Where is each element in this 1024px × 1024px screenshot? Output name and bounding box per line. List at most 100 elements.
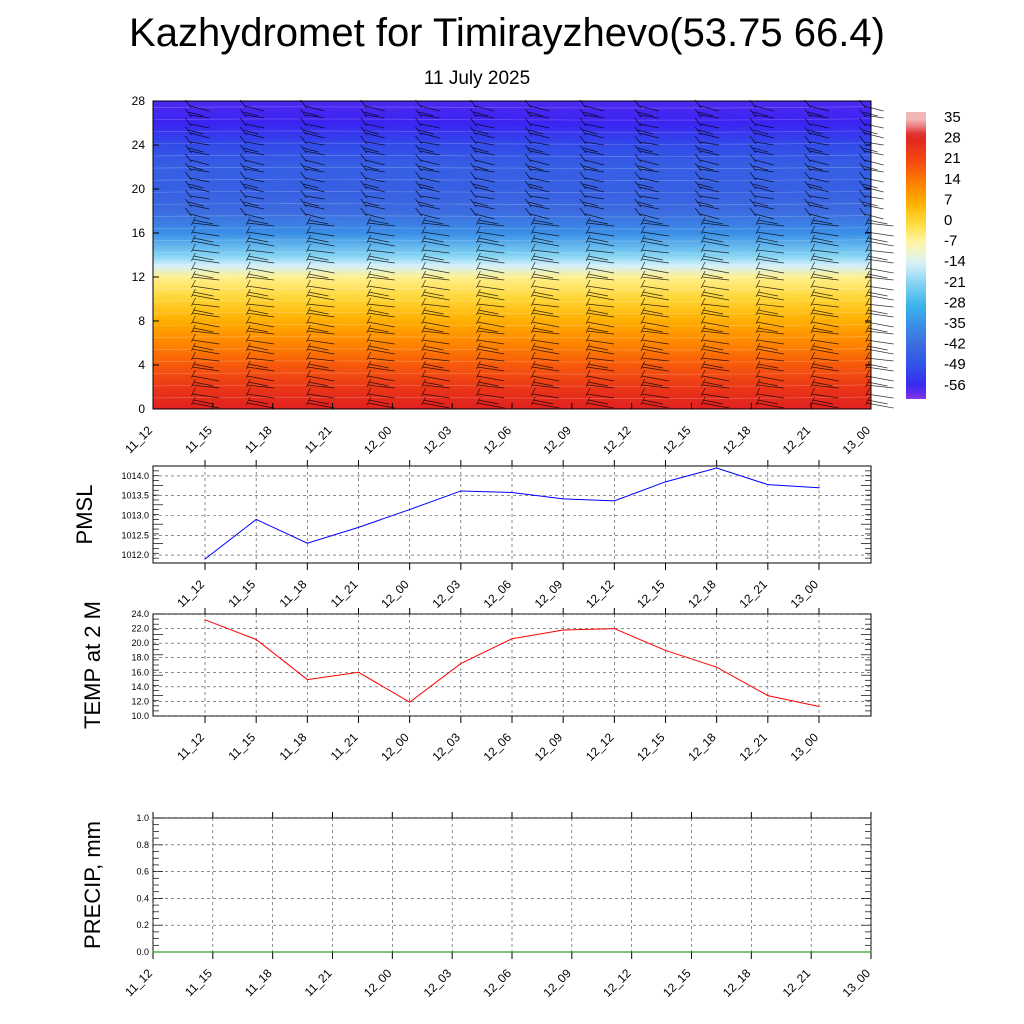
- wind-barb: [415, 153, 440, 166]
- barb-staff: [366, 225, 372, 235]
- barb-flag: [368, 273, 389, 279]
- barb-flag: [475, 168, 495, 173]
- barb-flag: [529, 177, 550, 183]
- x-tick-label: 12_09: [540, 966, 574, 1000]
- barb-staff: [415, 189, 422, 199]
- barb-staff: [634, 126, 642, 136]
- barb-staff: [700, 324, 706, 334]
- barb-staff: [239, 171, 247, 181]
- barb-staff: [366, 324, 372, 334]
- barb-flag: [365, 150, 385, 156]
- barb-staff: [585, 234, 591, 244]
- barb-flag: [807, 129, 823, 135]
- barb-staff: [421, 387, 426, 397]
- wind-barb: [476, 243, 505, 254]
- barb-staff: [366, 378, 372, 388]
- barb-staff: [700, 252, 706, 262]
- barb-flag: [307, 393, 335, 399]
- wind-barb: [239, 171, 265, 183]
- wind-barb: [804, 207, 829, 220]
- barb-flag: [478, 255, 499, 261]
- barb-flag: [190, 105, 210, 112]
- barb-flag: [811, 249, 839, 254]
- barb-staff: [530, 270, 536, 280]
- x-tick-label: 11_21: [328, 577, 361, 610]
- barb-flag: [367, 249, 395, 254]
- barb-staff: [191, 243, 196, 253]
- barb-staff: [524, 198, 532, 208]
- wind-barb: [421, 216, 450, 227]
- barb-flag: [477, 222, 505, 227]
- wind-barb: [245, 360, 275, 372]
- wind-barb: [804, 198, 829, 210]
- barb-flag: [701, 339, 730, 345]
- barb-flag: [478, 345, 499, 351]
- barb-flag: [701, 249, 730, 254]
- barb-flag: [248, 219, 269, 225]
- barb-staff: [694, 189, 702, 199]
- colorbar-label: -42: [944, 336, 966, 353]
- barb-flag: [584, 150, 605, 156]
- barb-flag: [698, 201, 714, 207]
- wind-barb: [585, 351, 615, 362]
- barb-flag: [307, 375, 335, 382]
- barb-staff: [865, 297, 870, 307]
- barb-flag: [248, 381, 269, 387]
- contour-line: [152, 227, 872, 230]
- barb-flag: [639, 123, 659, 129]
- barb-staff: [245, 360, 251, 370]
- colorbar-label: 21: [944, 150, 961, 167]
- barb-flag: [244, 159, 265, 166]
- barb-staff: [579, 108, 587, 118]
- barb-flag: [248, 291, 269, 297]
- barb-flag: [423, 273, 444, 279]
- barb-flag: [190, 132, 210, 139]
- barb-staff: [755, 324, 761, 334]
- barb-flag: [423, 237, 444, 243]
- barb-staff: [640, 378, 646, 388]
- barb-staff: [755, 216, 761, 226]
- barb-flag: [363, 147, 379, 153]
- barb-flag: [190, 195, 210, 200]
- pmsl-panel: 11_12 11_15 11_18 11_21 12_00 12_03 12_06 12_09…: [72, 460, 872, 611]
- barb-flag: [368, 219, 389, 225]
- barb-flag: [190, 186, 210, 193]
- x-tick-label: 12_06: [481, 423, 515, 457]
- barb-staff: [191, 270, 196, 280]
- barb-staff: [634, 144, 642, 154]
- wind-barb: [245, 333, 275, 345]
- barb-flag: [642, 381, 663, 387]
- barb-flag: [246, 312, 275, 318]
- barb-flag: [812, 219, 833, 225]
- data-point: [306, 542, 308, 544]
- x-tick-label: 12_06: [481, 730, 515, 764]
- barb-staff: [810, 351, 816, 361]
- barb-flag: [639, 141, 659, 146]
- barb-staff: [366, 261, 372, 271]
- barb-flag: [368, 309, 389, 315]
- barb-flag: [811, 276, 839, 281]
- barb-staff: [810, 288, 816, 298]
- x-tick-label: 12_18: [685, 577, 719, 611]
- barb-flag: [528, 111, 544, 117]
- colorbar-label: 7: [944, 191, 952, 208]
- barb-flag: [367, 312, 395, 318]
- barb-staff: [700, 288, 706, 298]
- barb-staff: [300, 153, 307, 163]
- barb-flag: [303, 165, 319, 171]
- barb-flag: [756, 258, 784, 264]
- barb-flag: [363, 183, 379, 189]
- barb-flag: [531, 222, 560, 227]
- barb-staff: [755, 351, 761, 361]
- barb-staff: [306, 387, 311, 397]
- barb-staff: [191, 252, 196, 262]
- barb-flag: [246, 294, 275, 301]
- barb-flag: [528, 147, 544, 153]
- wind-barb: [859, 171, 884, 183]
- wind-barb: [300, 108, 325, 119]
- barb-staff: [810, 324, 816, 334]
- barb-flag: [757, 327, 778, 333]
- y-tick-label: 0.8: [136, 840, 149, 850]
- barb-flag: [529, 150, 550, 156]
- wind-barb: [366, 243, 395, 254]
